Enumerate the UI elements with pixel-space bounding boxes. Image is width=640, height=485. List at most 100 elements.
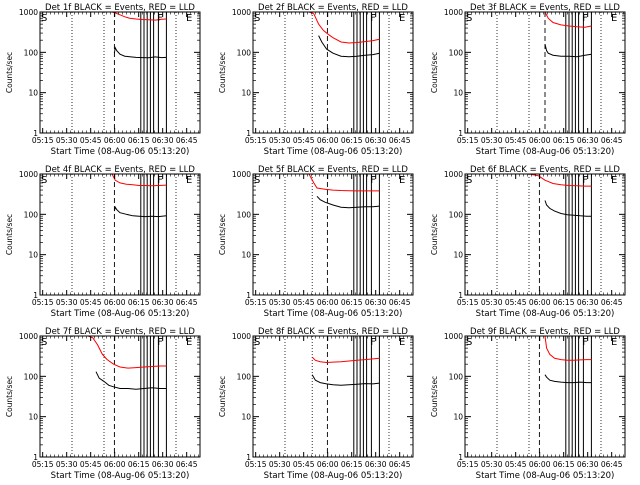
panel-title: Det 7f BLACK = Events, RED = LLD: [45, 327, 195, 337]
events-series-line: [113, 205, 167, 218]
y-axis-label: Counts/sec: [430, 376, 439, 417]
plot-frame: [39, 173, 201, 296]
panel-title: Det 1f BLACK = Events, RED = LLD: [45, 3, 195, 13]
y-tick-label: 1: [458, 129, 463, 138]
x-tick-label: 05:30: [269, 136, 291, 145]
marker-e: E: [186, 175, 192, 186]
marker-s: S: [41, 337, 47, 348]
marker-s: S: [466, 13, 472, 24]
x-tick-label: 05:45: [293, 136, 315, 145]
y-axis-label: Counts/sec: [5, 52, 14, 93]
y-axis-label: Counts/sec: [218, 52, 227, 93]
y-tick-label: 100: [449, 210, 464, 219]
y-tick-label: 10: [241, 413, 251, 422]
marker-s: S: [466, 175, 472, 186]
x-tick-label: 05:45: [293, 460, 315, 469]
marker-e: E: [399, 175, 405, 186]
plot-frame: [464, 335, 626, 458]
x-tick-label: 06:45: [176, 136, 198, 145]
y-tick-label: 1000: [444, 8, 463, 17]
marker-e: E: [399, 337, 405, 348]
y-axis-label: Counts/sec: [218, 376, 227, 417]
y-axis-label: Counts/sec: [430, 52, 439, 93]
x-axis-label: Start Time (08-Aug-06 05:13:20): [264, 309, 403, 319]
marker-e: E: [611, 175, 617, 186]
events-series-line: [544, 374, 592, 384]
x-tick-label: 05:15: [32, 298, 54, 307]
x-tick-label: 06:00: [529, 136, 551, 145]
y-tick-label: 1000: [232, 170, 251, 179]
x-tick-label: 06:30: [577, 136, 599, 145]
x-axis-label: Start Time (08-Aug-06 05:13:20): [476, 471, 615, 480]
x-tick-label: 06:45: [176, 298, 198, 307]
y-tick-label: 10: [28, 251, 38, 260]
y-tick-label: 100: [449, 372, 464, 381]
y-tick-label: 100: [237, 48, 252, 57]
y-tick-label: 100: [237, 372, 252, 381]
plot-frame: [39, 11, 201, 134]
x-tick-label: 05:45: [505, 136, 527, 145]
x-tick-label: 06:45: [389, 298, 411, 307]
marker-s: S: [41, 13, 47, 24]
marker-e: E: [399, 13, 405, 24]
x-tick-label: 06:15: [128, 460, 150, 469]
x-axis-label: Start Time (08-Aug-06 05:13:20): [264, 147, 403, 157]
y-tick-label: 1: [246, 291, 251, 300]
x-axis-label: Start Time (08-Aug-06 05:13:20): [476, 147, 615, 157]
x-tick-label: 06:15: [341, 298, 363, 307]
marker-f: F: [370, 13, 376, 24]
y-tick-label: 10: [453, 251, 463, 260]
x-tick-label: 06:00: [317, 298, 339, 307]
x-tick-label: 06:00: [104, 460, 126, 469]
x-tick-label: 06:30: [152, 298, 174, 307]
x-tick-label: 06:15: [128, 298, 150, 307]
y-tick-label: 100: [24, 210, 39, 219]
x-tick-label: 05:15: [245, 136, 267, 145]
x-tick-label: 05:15: [32, 136, 54, 145]
marker-s: S: [466, 337, 472, 348]
y-tick-label: 1: [246, 453, 251, 462]
x-tick-label: 06:30: [152, 136, 174, 145]
x-tick-label: 05:30: [481, 298, 503, 307]
x-tick-label: 06:00: [317, 460, 339, 469]
y-tick-label: 10: [241, 251, 251, 260]
lld-series-line: [87, 335, 167, 369]
y-tick-label: 1000: [444, 170, 463, 179]
panel-title: Det 4f BLACK = Events, RED = LLD: [45, 165, 195, 175]
x-axis-label: Start Time (08-Aug-06 05:13:20): [51, 147, 190, 157]
panel-title: Det 2f BLACK = Events, RED = LLD: [258, 3, 408, 13]
x-tick-label: 06:15: [553, 136, 575, 145]
x-tick-label: 06:45: [176, 460, 198, 469]
x-axis-label: Start Time (08-Aug-06 05:13:20): [264, 471, 403, 480]
x-tick-label: 06:00: [104, 136, 126, 145]
plot-frame: [464, 173, 626, 296]
x-tick-label: 05:45: [293, 298, 315, 307]
x-tick-label: 06:30: [152, 460, 174, 469]
x-tick-label: 05:45: [80, 460, 102, 469]
lld-series-line: [544, 11, 592, 28]
x-tick-label: 05:30: [56, 136, 78, 145]
x-tick-label: 06:30: [365, 136, 387, 145]
x-tick-label: 06:15: [553, 460, 575, 469]
marker-e: E: [611, 13, 617, 24]
y-tick-label: 10: [28, 89, 38, 98]
y-tick-label: 100: [24, 48, 39, 57]
lld-series-line: [308, 173, 380, 192]
x-tick-label: 06:30: [365, 460, 387, 469]
lld-series-line: [308, 11, 380, 44]
x-tick-label: 06:45: [601, 298, 623, 307]
y-axis-label: Counts/sec: [430, 214, 439, 255]
plot-frame: [252, 335, 414, 458]
plot-frame: [464, 11, 626, 134]
y-tick-label: 10: [453, 413, 463, 422]
x-tick-label: 05:45: [505, 298, 527, 307]
x-tick-label: 06:00: [317, 136, 339, 145]
marker-f: F: [582, 13, 588, 24]
x-tick-label: 05:15: [457, 298, 479, 307]
